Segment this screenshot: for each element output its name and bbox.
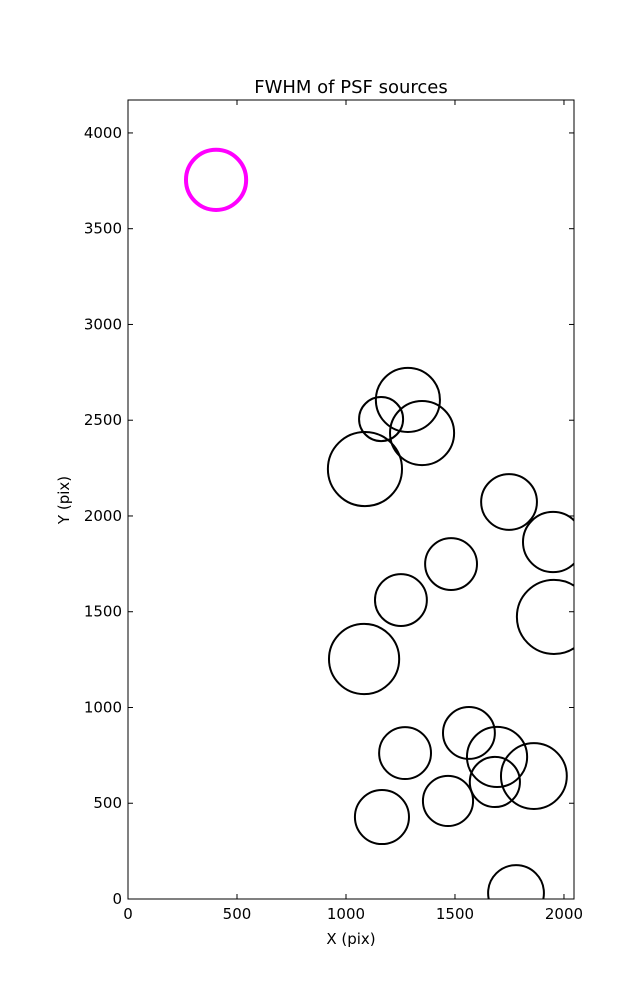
y-tick-label: 2500 [84, 411, 122, 429]
x-tick-label: 1000 [327, 905, 365, 923]
y-tick-label: 2000 [84, 507, 122, 525]
source-circle [424, 537, 478, 591]
x-tick-label: 1500 [436, 905, 474, 923]
y-tick-label: 3000 [84, 315, 122, 333]
source-circle [515, 578, 574, 655]
x-axis-label: X (pix) [326, 930, 375, 948]
source-circle [373, 573, 428, 627]
chart-title: FWHM of PSF sources [254, 77, 448, 98]
source-circle [441, 706, 496, 760]
source-circle [421, 774, 475, 828]
x-tick-label: 0 [123, 905, 133, 923]
source-circle [326, 430, 404, 508]
source-circle [358, 396, 405, 443]
y-tick-label: 1500 [84, 603, 122, 621]
source-circle [468, 755, 521, 809]
y-tick-label: 0 [112, 890, 122, 908]
x-tick-label: 2000 [545, 905, 583, 923]
source-circle [327, 622, 401, 696]
source-circle [378, 726, 433, 781]
x-axis: 0 500 1000 1500 2000 [123, 100, 583, 923]
source-circle [374, 366, 441, 433]
x-tick-label: 500 [223, 905, 252, 923]
points-layer [183, 147, 574, 899]
y-tick-label: 500 [93, 794, 122, 812]
source-circle [465, 725, 529, 788]
y-axis: 0 500 1000 1500 2000 2500 3000 3500 4000 [84, 124, 574, 908]
source-circle [389, 400, 456, 467]
source-circle [487, 864, 545, 899]
y-axis-label: Y (pix) [55, 476, 73, 525]
source-circle [522, 510, 574, 574]
plot-frame [127, 99, 575, 900]
source-circle [353, 789, 410, 846]
y-tick-label: 3500 [84, 220, 122, 238]
source-circle [480, 473, 538, 531]
y-tick-label: 4000 [84, 124, 122, 142]
y-tick-label: 1000 [84, 698, 122, 716]
source-circle [499, 742, 568, 810]
highlight-source-circle [183, 147, 249, 212]
